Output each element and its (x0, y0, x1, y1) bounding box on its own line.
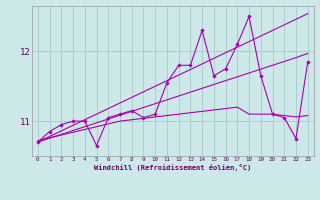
X-axis label: Windchill (Refroidissement éolien,°C): Windchill (Refroidissement éolien,°C) (94, 164, 252, 171)
